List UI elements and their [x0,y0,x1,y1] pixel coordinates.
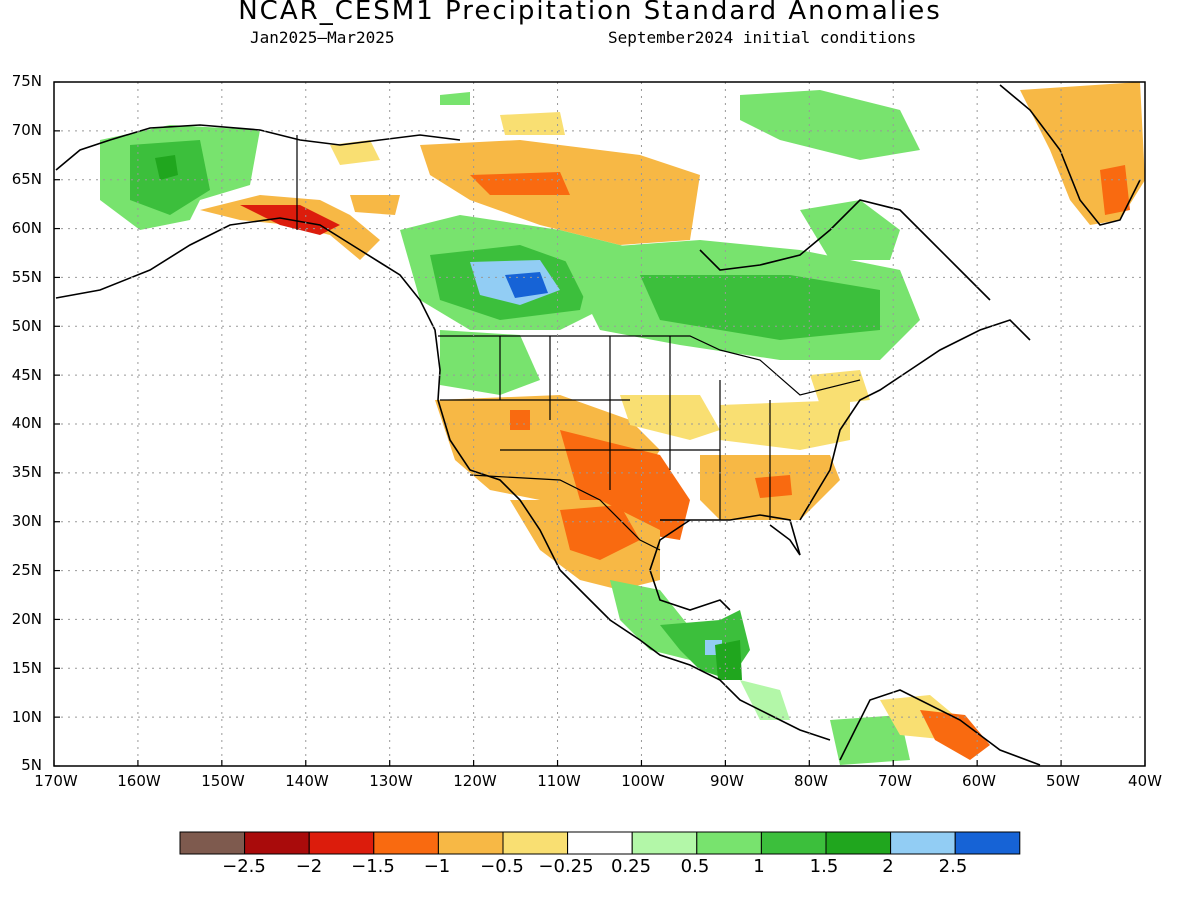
state-lines [440,336,771,520]
lat-label: 20N [11,610,42,628]
gulf-coast [660,514,801,556]
forecast-period: Jan2025–Mar2025 [250,28,395,47]
lon-label: 40W [1128,772,1162,790]
legend-swatch [696,831,762,855]
atlantic-coast [799,319,1031,521]
lat-label: 50N [11,317,42,335]
hudson-labrador-coast [699,199,991,301]
greenland-coast [999,84,1141,226]
legend-swatch [308,831,375,855]
lat-label: 75N [11,72,42,90]
mexico-gulf-coast [649,519,731,611]
legend-label: 0.25 [610,856,652,877]
legend-label: −1.5 [351,856,395,877]
lat-label: 55N [11,268,42,286]
legend-swatch [631,831,698,855]
pacific-coast [55,217,831,741]
map-title: NCAR_CESM1 Precipitation Standard Anomal… [238,0,942,26]
alaska-coast-dry [200,195,380,260]
lat-label: 45N [11,366,42,384]
lat-label: 35N [11,463,42,481]
legend-swatch [825,831,892,855]
lon-label: 120W [453,772,497,790]
lat-label: 10N [11,708,42,726]
borders [296,135,861,551]
venezuela-dry [920,710,990,760]
legend-label: 0.5 [680,856,710,877]
arctic-coast [55,124,461,171]
legend-swatch [244,831,310,855]
lat-label: 40N [11,414,42,432]
legend-swatch [954,831,1021,855]
color-legend [179,831,1021,855]
lon-label: 100W [621,772,665,790]
legend-swatch [179,831,246,855]
lat-label: 30N [11,512,42,530]
legend-swatch [760,831,827,855]
lat-label: 5N [21,756,42,774]
guatemala-very-wet [715,640,742,680]
lon-label: 110W [537,772,581,790]
lon-label: 160W [117,772,161,790]
legend-label: −1 [423,856,451,877]
legend-label: −0.5 [480,856,524,877]
legend-swatch [890,831,956,855]
lon-label: 90W [710,772,744,790]
northern-canada-very-dry [470,172,570,195]
texas-new-mexico-very-dry [560,430,690,540]
legend-label: −2.5 [222,856,266,877]
legend-swatch [502,831,569,855]
lon-label: 70W [878,772,912,790]
us-canada-border [438,335,861,396]
us-mexico-border [469,474,661,551]
lon-label: 140W [285,772,329,790]
lat-label: 65N [11,170,42,188]
graticule [54,82,1145,766]
axis-ticks [53,81,1146,767]
lat-label: 70N [11,121,42,139]
legend-label: −2 [295,856,323,877]
western-canada-max [505,272,548,298]
legend-swatch [437,831,504,855]
lat-label: 25N [11,561,42,579]
south-america-coast [839,689,1041,766]
lon-label: 80W [794,772,828,790]
lon-label: 170W [34,772,78,790]
alaska-wet-core [130,140,210,215]
anomaly-fields [100,82,1145,765]
legend-label: 2 [882,856,894,877]
alaska-wet-max [155,155,178,180]
legend-label: 1.5 [809,856,839,877]
legend-label: −0.25 [538,856,594,877]
colombia-wet [830,715,910,765]
pacific-northwest-wet [440,330,540,395]
legend-swatch [567,831,633,855]
lon-label: 50W [1046,772,1080,790]
lat-label: 15N [11,659,42,677]
lon-label: 60W [962,772,996,790]
initial-conditions: September2024 initial conditions [608,28,917,47]
lat-label: 60N [11,219,42,237]
coastlines [55,84,1141,766]
lon-label: 130W [369,772,413,790]
lon-label: 150W [201,772,245,790]
legend-swatch [373,831,439,855]
northern-mexico-very-dry [560,505,640,560]
legend-label: 1 [753,856,765,877]
legend-label: 2.5 [938,856,968,877]
